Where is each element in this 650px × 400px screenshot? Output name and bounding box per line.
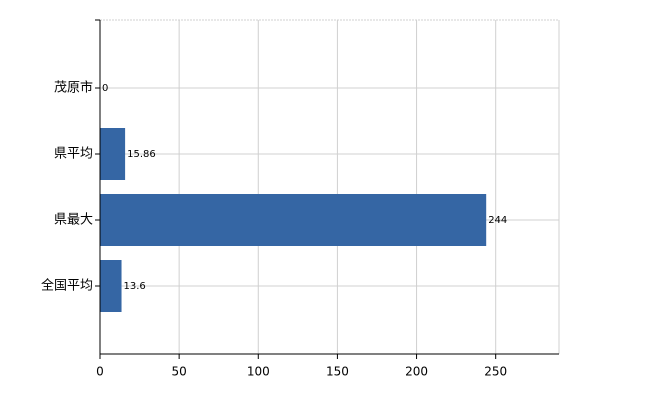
bar <box>100 260 122 312</box>
y-tick-label: 県平均 <box>54 147 93 162</box>
value-label: 15.86 <box>127 149 156 160</box>
value-label: 13.6 <box>124 281 146 292</box>
y-tick-label: 茂原市 <box>54 80 93 96</box>
x-tick-label: 150 <box>326 365 349 379</box>
value-label: 0 <box>102 83 108 94</box>
x-tick-label: 0 <box>96 365 104 379</box>
x-tick-label: 50 <box>171 365 186 379</box>
x-tick-label: 100 <box>247 365 270 379</box>
x-tick-label: 250 <box>484 365 507 379</box>
bar <box>100 128 126 180</box>
bar <box>100 194 487 246</box>
y-tick-label: 県最大 <box>54 213 93 228</box>
y-tick-label: 全国平均 <box>41 278 93 294</box>
value-label: 244 <box>488 215 507 226</box>
x-tick-label: 200 <box>405 365 428 379</box>
